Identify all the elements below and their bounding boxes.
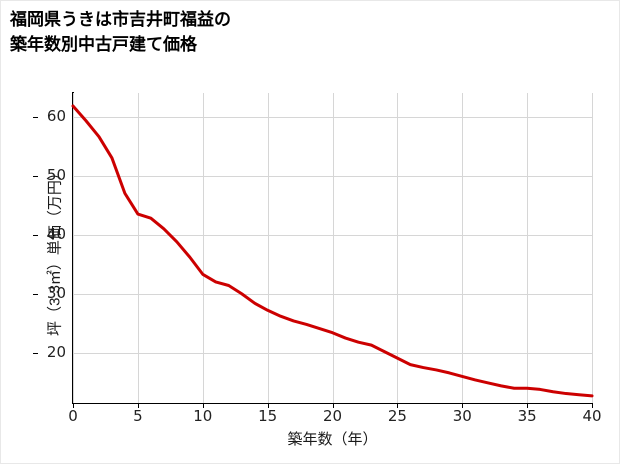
gridline-vertical (527, 93, 528, 403)
gridline-horizontal (73, 353, 592, 354)
x-tick-mark (592, 404, 593, 408)
line-series-svg (71, 104, 594, 398)
x-tick-label: 35 (517, 407, 537, 425)
x-tick-label: 20 (322, 407, 343, 425)
x-tick-label: 0 (68, 407, 78, 425)
gridline-horizontal (73, 176, 592, 177)
x-tick-mark (73, 404, 74, 408)
price-trend-line (71, 104, 594, 398)
y-tick-labels: 20 30 40 50 60 (34, 0, 66, 465)
y-tick-mark (33, 116, 38, 118)
gridline-vertical (73, 93, 74, 403)
gridline-vertical (268, 93, 269, 403)
gridline-vertical (138, 93, 139, 403)
gridline-horizontal (73, 294, 592, 295)
gridline-vertical (203, 93, 204, 403)
y-tick-label: 20 (46, 342, 66, 361)
x-tick-mark (202, 404, 204, 408)
x-tick-mark (332, 404, 334, 408)
y-tick-label: 30 (46, 283, 66, 302)
gridline-vertical (397, 93, 398, 403)
x-tick-mark (527, 404, 529, 408)
x-tick-label: 10 (193, 407, 213, 425)
y-tick-mark (33, 234, 38, 236)
plot-area (71, 93, 594, 403)
x-axis-spine (72, 402, 593, 404)
x-tick-mark (137, 404, 139, 408)
gridline-vertical (592, 93, 593, 403)
y-tick-mark (33, 352, 38, 354)
gridline-horizontal (73, 235, 592, 236)
x-tick-mark (267, 404, 269, 408)
gridline-vertical (333, 93, 334, 403)
gridline-vertical (462, 93, 463, 403)
x-tick-label: 40 (582, 407, 602, 425)
x-axis-label: 築年数（年） (287, 431, 378, 448)
y-axis-label: 坪（3.3㎡）単価（万円） (46, 165, 64, 336)
y-tick-label: 40 (46, 224, 66, 243)
x-tick-mark (397, 404, 399, 408)
x-tick-label: 5 (133, 407, 143, 425)
chart-title: 福岡県うきは市吉井町福益の 築年数別中古戸建て価格 (10, 10, 231, 54)
y-tick-label: 50 (46, 165, 66, 184)
x-tick-label: 25 (387, 407, 407, 425)
y-tick-mark (33, 175, 38, 177)
x-tick-label: 15 (258, 407, 278, 425)
x-tick-mark (462, 404, 464, 408)
y-tick-label: 60 (46, 106, 66, 125)
plot-background (73, 93, 592, 403)
x-tick-label: 30 (452, 407, 472, 425)
gridline-horizontal (73, 117, 592, 118)
y-tick-mark (33, 293, 38, 295)
